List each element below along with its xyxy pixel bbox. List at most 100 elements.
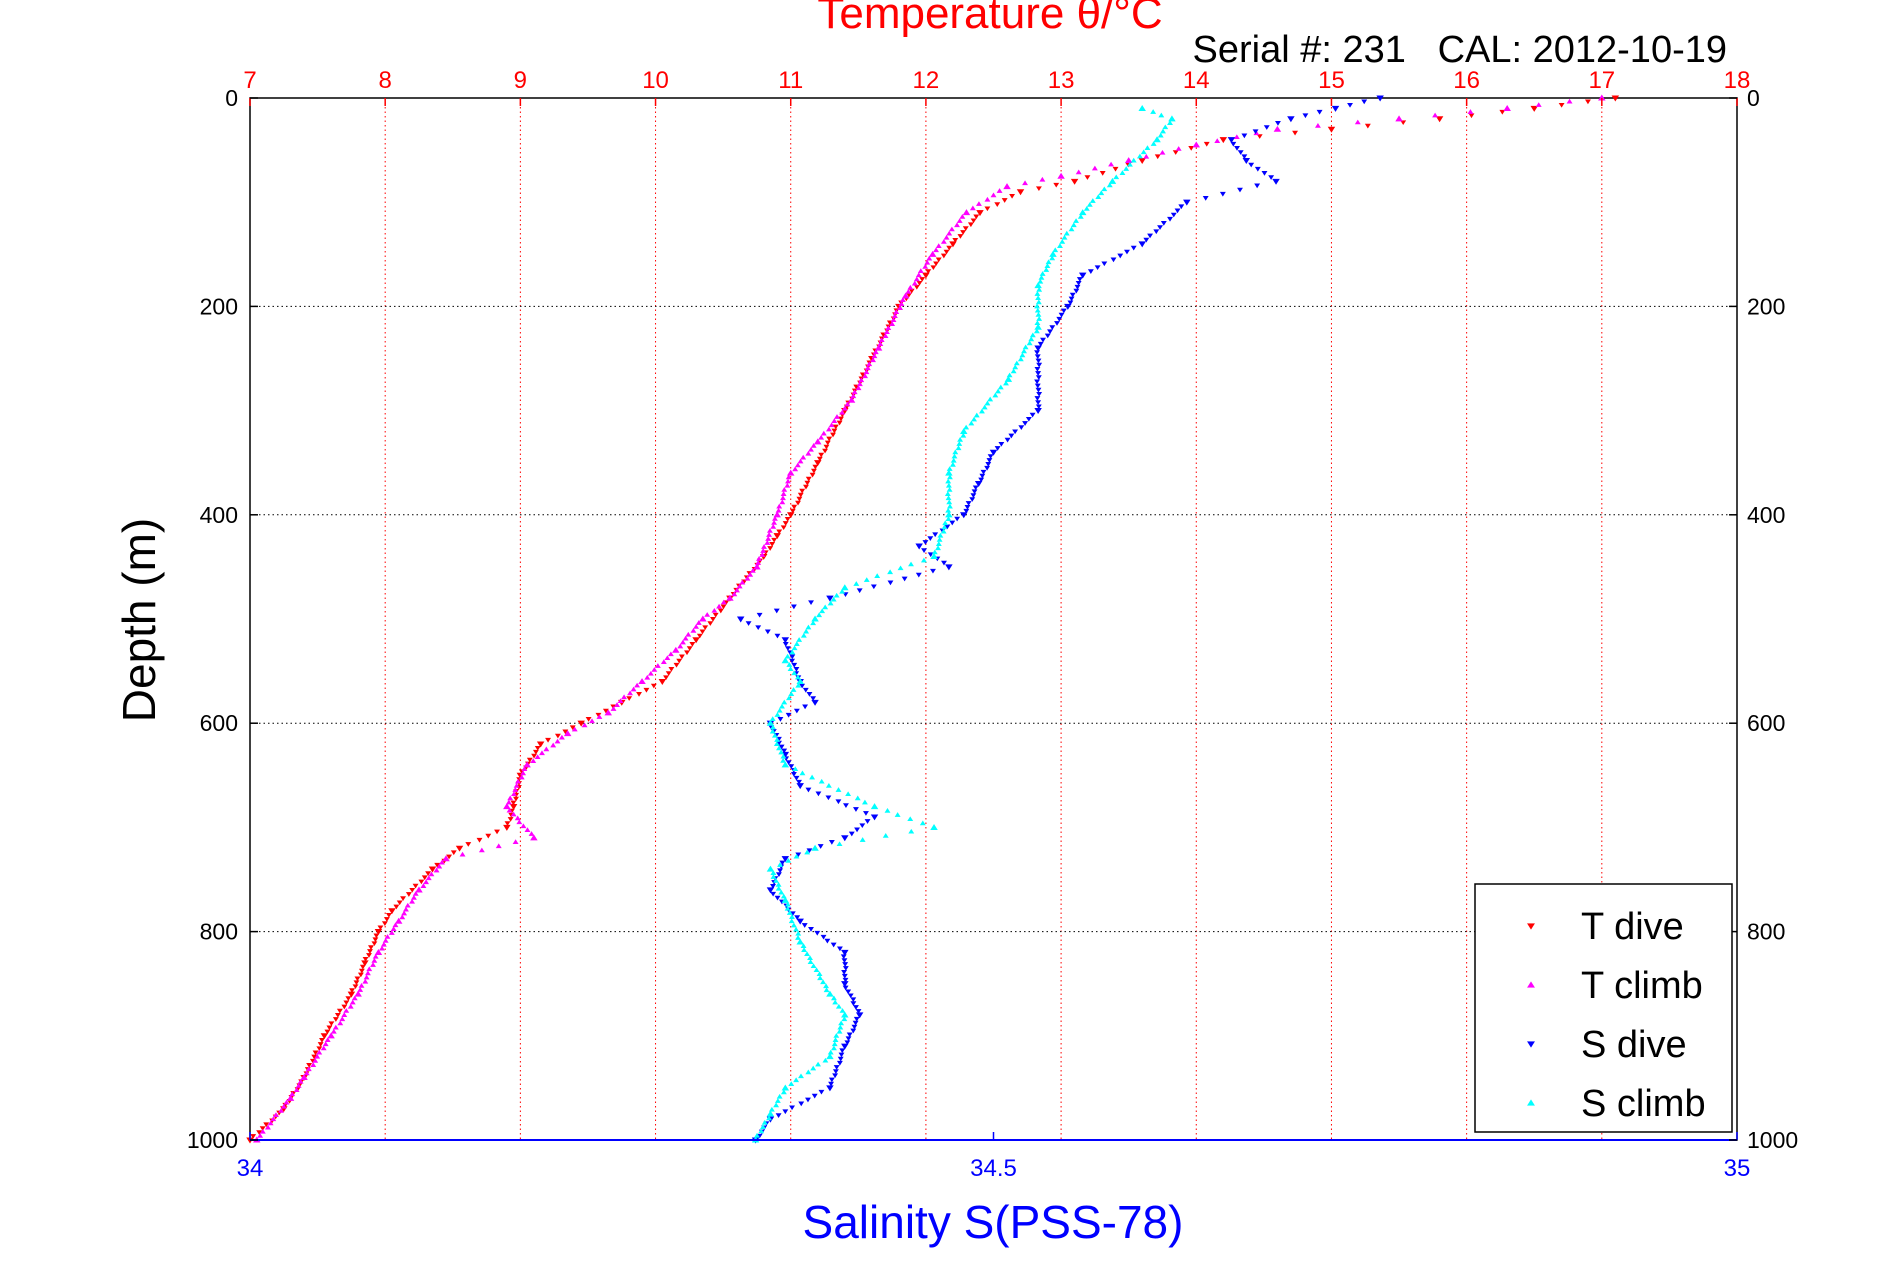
trace-point xyxy=(1073,218,1080,223)
trace-point xyxy=(766,528,773,533)
trace-point xyxy=(1044,333,1051,339)
trace-point xyxy=(366,966,373,972)
trace-point xyxy=(524,827,531,832)
trace-point xyxy=(825,795,832,801)
trace-point xyxy=(779,499,786,505)
trace-point xyxy=(1230,141,1237,147)
trace-point xyxy=(1009,193,1016,199)
trace-point xyxy=(521,766,528,772)
trace-point xyxy=(956,441,963,446)
trace-point xyxy=(359,964,366,970)
trace-point xyxy=(935,257,942,263)
trace-point xyxy=(1130,157,1137,163)
trace-point xyxy=(526,757,533,763)
trace-point xyxy=(1034,307,1041,313)
trace-point xyxy=(1034,354,1041,360)
trace-point xyxy=(844,401,851,407)
trace-point xyxy=(446,854,453,860)
trace-point xyxy=(779,703,785,709)
trace-point xyxy=(788,918,795,924)
trace-point xyxy=(768,1106,775,1112)
data-point xyxy=(577,720,585,727)
trace-point xyxy=(314,1053,321,1059)
data-point xyxy=(672,646,680,653)
trace-point xyxy=(695,620,702,625)
trace-point xyxy=(816,612,823,618)
top-axis-tick-label: 10 xyxy=(642,67,669,94)
trace-point xyxy=(1035,312,1042,317)
legend-marker xyxy=(1527,1041,1535,1048)
trace-point xyxy=(401,910,408,916)
trace-point xyxy=(954,516,961,522)
trace-point xyxy=(908,828,915,834)
trace-point xyxy=(838,1052,845,1058)
trace-point xyxy=(969,205,976,211)
trace-point xyxy=(305,1066,312,1072)
trace-point xyxy=(664,655,671,661)
trace-point xyxy=(1068,226,1075,232)
trace-point xyxy=(798,1073,804,1079)
legend-label: S climb xyxy=(1581,1083,1706,1125)
data-point xyxy=(1395,115,1403,122)
trace-point xyxy=(797,458,804,464)
trace-point xyxy=(1012,364,1019,370)
trace-point xyxy=(835,1003,842,1009)
trace-point xyxy=(1203,141,1210,147)
trace-point xyxy=(1261,171,1268,176)
trace-point xyxy=(421,875,428,881)
trace-point xyxy=(283,1099,290,1105)
trace-point xyxy=(782,642,789,647)
data-point xyxy=(374,929,383,936)
legend-box xyxy=(1474,883,1733,1133)
trace-point xyxy=(805,1097,811,1103)
data-point xyxy=(361,960,369,967)
trace-point xyxy=(405,892,412,897)
data-point xyxy=(1070,178,1079,185)
trace-point xyxy=(786,695,792,701)
trace-point xyxy=(1073,288,1080,294)
data-point xyxy=(786,512,795,519)
trace-point xyxy=(716,603,723,609)
trace-point xyxy=(778,749,785,755)
trace-point xyxy=(690,627,697,633)
trace-point xyxy=(371,958,378,963)
trace-point xyxy=(1028,336,1035,342)
trace-point xyxy=(339,1016,346,1022)
trace-point xyxy=(423,879,430,885)
trace-point xyxy=(817,844,824,849)
trace-point xyxy=(343,1000,350,1006)
trace-point xyxy=(835,787,842,792)
trace-point xyxy=(711,607,718,613)
trace-point xyxy=(863,369,870,375)
trace-point xyxy=(791,670,798,676)
trace-point xyxy=(420,883,427,888)
trace-point xyxy=(1147,233,1154,239)
trace-point xyxy=(663,675,669,681)
data-point xyxy=(1034,345,1042,352)
legend-label: T dive xyxy=(1581,906,1684,948)
trace-point xyxy=(887,569,894,575)
trace-point xyxy=(1013,360,1020,366)
data-point xyxy=(736,616,745,623)
series-s-climb xyxy=(751,104,1176,1143)
trace-point xyxy=(1159,149,1166,155)
trace-point xyxy=(332,1024,339,1030)
data-point xyxy=(1057,172,1065,179)
data-point xyxy=(1003,183,1011,190)
data-point xyxy=(563,730,572,737)
trace-point xyxy=(797,492,804,498)
trace-point xyxy=(948,226,955,232)
trace-point xyxy=(1268,175,1275,180)
data-point xyxy=(1108,177,1117,184)
trace-point xyxy=(967,222,974,228)
data-point xyxy=(945,564,953,571)
trace-point xyxy=(813,967,820,973)
trace-point xyxy=(771,537,778,543)
trace-point xyxy=(627,690,633,696)
trace-point xyxy=(781,699,788,705)
trace-point xyxy=(1069,292,1076,298)
trace-point xyxy=(316,1046,323,1052)
trace-point xyxy=(949,462,956,467)
trace-point xyxy=(1022,180,1028,186)
